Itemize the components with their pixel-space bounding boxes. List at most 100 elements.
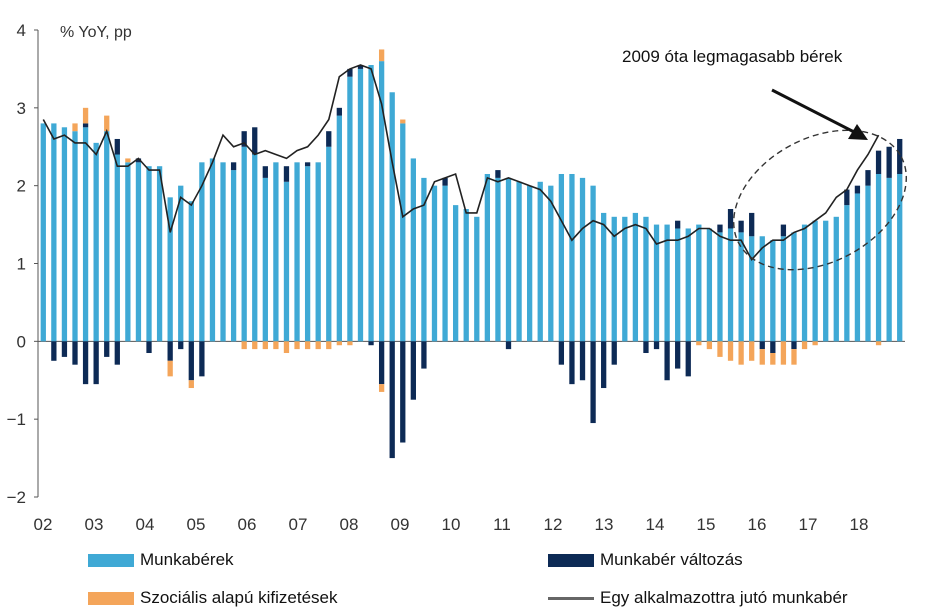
bar-valtozas: [717, 224, 723, 233]
bar-valtozas: [135, 158, 142, 163]
bar-munkaberek: [230, 170, 237, 342]
bar-munkaberek: [801, 224, 808, 342]
bar-munkaberek: [516, 181, 522, 342]
bar-munkaberek: [326, 146, 332, 342]
bar-valtozas: [389, 341, 395, 459]
bar-munkaberek: [93, 142, 99, 342]
bar-valtozas: [368, 341, 374, 346]
bar-szocialis: [315, 341, 321, 350]
bar-munkaberek: [241, 146, 247, 342]
bar-valtozas: [51, 341, 57, 361]
bar-munkaberek: [749, 236, 755, 342]
bar-munkaberek: [696, 224, 702, 342]
bar-valtozas: [188, 341, 194, 381]
bar-munkaberek: [875, 173, 882, 342]
bar-valtozas: [114, 341, 120, 365]
highlight-ellipse: [733, 129, 907, 271]
bar-valtozas: [410, 341, 416, 400]
x-tick-label: 10: [442, 515, 461, 534]
bar-valtozas: [241, 131, 247, 147]
annotation-arrow: [771, 88, 859, 136]
bar-munkaberek: [590, 185, 596, 342]
bar-szocialis: [125, 158, 131, 163]
bar-szocialis: [294, 341, 300, 350]
bar-munkaberek: [135, 162, 142, 342]
bar-munkaberek: [601, 212, 607, 342]
bar-munkaberek: [505, 177, 512, 342]
bar-munkaberek: [675, 228, 681, 342]
bar-valtozas: [749, 212, 755, 237]
bar-munkaberek: [854, 193, 861, 342]
bar-valtozas: [252, 127, 258, 155]
y-axis-title: % YoY, pp: [60, 24, 132, 41]
bar-valtozas: [347, 68, 353, 77]
bar-munkaberek: [823, 220, 829, 342]
bar-munkaberek: [495, 177, 501, 342]
bar-szocialis: [283, 341, 290, 354]
bar-valtozas: [897, 138, 903, 174]
bar-valtozas: [421, 341, 427, 369]
bar-munkaberek: [209, 158, 216, 342]
bar-valtozas: [93, 341, 99, 385]
bar-szocialis: [336, 341, 342, 346]
bar-munkaberek: [378, 61, 385, 342]
legend-szocialis: Szociális alapú kifizetések: [88, 588, 337, 608]
bar-szocialis: [188, 380, 194, 389]
x-tick-label: 04: [136, 515, 155, 534]
bar-munkaberek: [61, 127, 68, 342]
bar-munkaberek: [273, 162, 279, 342]
bar-szocialis: [812, 341, 818, 346]
legend-munkaberek: Munkabérek: [88, 550, 234, 570]
bar-szocialis: [72, 123, 78, 132]
bar-szocialis: [347, 341, 353, 346]
bar-munkaberek: [463, 209, 469, 342]
bar-valtozas: [167, 341, 173, 361]
bar-valtozas: [611, 341, 617, 365]
bar-szocialis: [167, 360, 173, 377]
bar-valtozas: [230, 162, 237, 171]
bar-valtozas: [82, 123, 89, 128]
bar-szocialis: [759, 349, 765, 365]
bar-szocialis: [262, 341, 268, 350]
bar-munkaberek: [410, 158, 416, 342]
bar-szocialis: [104, 115, 110, 132]
bar-valtozas: [791, 341, 797, 350]
bar-munkaberek: [706, 228, 713, 342]
bar-szocialis: [801, 341, 808, 350]
bar-szocialis: [727, 341, 734, 361]
legend-label-valtozas: Munkabér változás: [600, 550, 743, 569]
bar-munkaberek: [886, 177, 892, 342]
bar-munkaberek: [611, 216, 617, 342]
x-tick-label: 06: [238, 515, 257, 534]
bar-munkaberek: [40, 123, 46, 342]
bar-munkaberek: [389, 92, 395, 342]
x-tick-label: 03: [85, 515, 104, 534]
annotation-text: 2009 óta legmagasabb bérek: [622, 47, 843, 66]
bar-szocialis: [780, 341, 787, 365]
bar-munkaberek: [653, 224, 660, 342]
x-tick-label: 14: [646, 515, 665, 534]
bar-munkaberek: [146, 166, 152, 342]
bar-valtozas: [378, 341, 385, 385]
bar-munkaberek: [558, 173, 565, 342]
bar-szocialis: [252, 341, 258, 350]
bar-valtozas: [262, 166, 268, 178]
bar-munkaberek: [283, 181, 290, 342]
bar-munkaberek: [780, 236, 787, 342]
bar-valtozas: [199, 341, 205, 377]
legend-label-line: Egy alkalmazottra jutó munkabér: [600, 588, 848, 607]
x-axis: 02 03 04 05 06 07 08 09 10 11 12 13 14 15 16 17 18: [34, 515, 869, 534]
bar-valtozas: [104, 341, 110, 357]
bar-munkaberek: [484, 173, 491, 342]
bar-szocialis: [749, 341, 755, 361]
bar-munkaberek: [188, 201, 194, 342]
legend-swatch-line: [548, 596, 594, 600]
bar-valtozas: [727, 209, 734, 229]
bar-szocialis: [717, 341, 723, 357]
bar-munkaberek: [178, 185, 184, 342]
bar-munkaberek: [315, 162, 321, 342]
legend-swatch-munkaberek: [88, 553, 134, 567]
bar-valtozas: [114, 138, 120, 155]
bar-valtozas: [326, 131, 332, 147]
bar-munkaberek: [294, 162, 300, 342]
